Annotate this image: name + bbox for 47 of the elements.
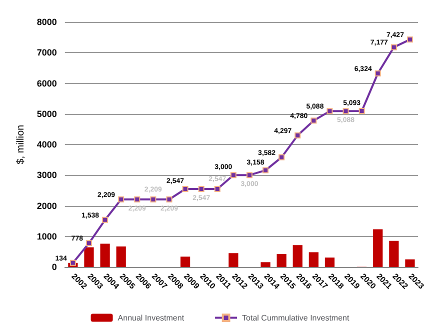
point: [294, 132, 301, 138]
point: [406, 36, 413, 43]
bar: [180, 256, 190, 267]
point: [182, 186, 188, 192]
point: [278, 154, 285, 160]
point: [86, 240, 92, 246]
bar: [116, 246, 126, 267]
y-tick-label: 4000: [36, 140, 57, 150]
point: [358, 108, 365, 114]
point: [102, 216, 108, 223]
point: [262, 167, 269, 174]
bar: [389, 240, 399, 267]
point: [198, 186, 204, 192]
point: [230, 172, 236, 178]
y-tick-label: 2000: [36, 200, 57, 211]
bar: [292, 245, 302, 267]
y-tick-label: 7000: [36, 48, 57, 58]
y-tick-label: 3000: [36, 170, 57, 180]
point: [166, 196, 172, 202]
point: [390, 44, 397, 50]
y-tick-label: 1000: [36, 231, 57, 242]
y-tick-label: 5000: [36, 108, 57, 119]
bar: [373, 229, 383, 267]
bar: [260, 262, 270, 267]
legend-label: Total Cummulative Investment: [242, 313, 350, 322]
point: [326, 108, 333, 114]
point: [150, 196, 156, 202]
point: [342, 108, 349, 114]
legend-label: Annual Investment: [118, 313, 185, 322]
point: [118, 196, 124, 202]
bar: [308, 252, 318, 267]
point: [310, 118, 317, 124]
point: [246, 172, 252, 178]
bar: [100, 244, 110, 267]
point: [214, 186, 220, 192]
bar: [276, 254, 286, 267]
point: [134, 196, 140, 202]
bar: [84, 247, 94, 267]
bar: [405, 259, 415, 267]
point: [374, 70, 381, 76]
point: [70, 260, 76, 266]
y-axis-title: $, million: [16, 124, 26, 164]
y-tick-label: 8000: [36, 17, 57, 27]
y-tick-label: 0: [52, 262, 57, 272]
bar: [228, 253, 238, 267]
bar: [324, 258, 335, 267]
y-tick-label: 6000: [36, 78, 57, 88]
